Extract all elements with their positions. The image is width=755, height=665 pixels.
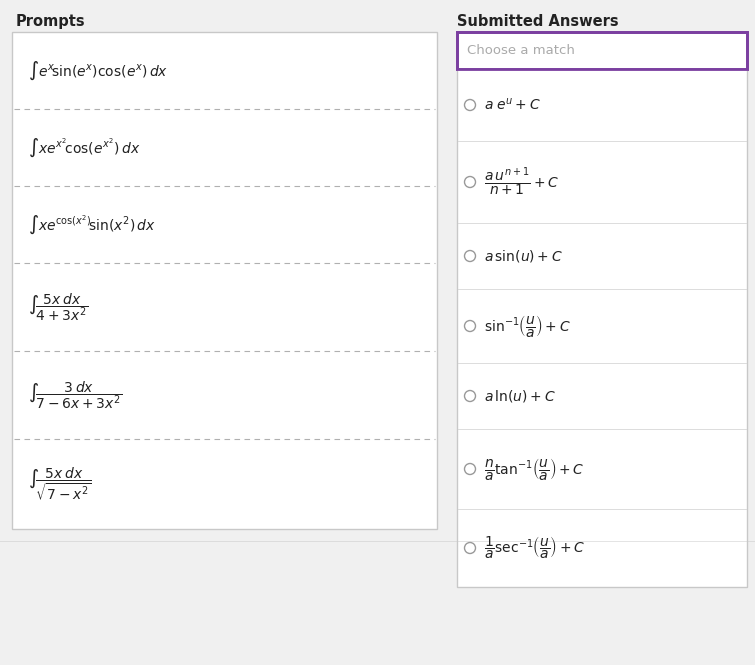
Text: $\int e^x\!\sin(e^x)\cos(e^x)\,dx$: $\int e^x\!\sin(e^x)\cos(e^x)\,dx$ [28,59,168,82]
FancyBboxPatch shape [12,32,437,529]
Text: $\int\!\dfrac{5x\,dx}{4+3x^2}$: $\int\!\dfrac{5x\,dx}{4+3x^2}$ [28,291,88,323]
Text: Choose a match: Choose a match [467,44,575,57]
Text: $\int\!\dfrac{3\,dx}{7-6x+3x^2}$: $\int\!\dfrac{3\,dx}{7-6x+3x^2}$ [28,379,122,411]
Text: Prompts: Prompts [16,14,85,29]
Text: Submitted Answers: Submitted Answers [457,14,618,29]
Text: $\dfrac{n}{a}\tan^{-1}\!\left(\dfrac{u}{a}\right) + C$: $\dfrac{n}{a}\tan^{-1}\!\left(\dfrac{u}{… [484,456,584,482]
Text: $\int xe^{\cos(x^2)}\!\sin(x^2)\,dx$: $\int xe^{\cos(x^2)}\!\sin(x^2)\,dx$ [28,213,156,235]
Text: $\int\!\dfrac{5x\,dx}{\sqrt{7-x^2}}$: $\int\!\dfrac{5x\,dx}{\sqrt{7-x^2}}$ [28,465,92,502]
FancyBboxPatch shape [457,69,747,587]
Text: $a\,\ln(u) + C$: $a\,\ln(u) + C$ [484,388,556,404]
Text: $\sin^{-1}\!\left(\dfrac{u}{a}\right) + C$: $\sin^{-1}\!\left(\dfrac{u}{a}\right) + … [484,313,571,339]
Text: $a\,\sin(u) + C$: $a\,\sin(u) + C$ [484,248,563,264]
Text: $\int xe^{x^2}\!\cos(e^{x^2})\,dx$: $\int xe^{x^2}\!\cos(e^{x^2})\,dx$ [28,136,140,159]
Text: $a\;e^u + C$: $a\;e^u + C$ [484,97,541,113]
Text: $\dfrac{1}{a}\sec^{-1}\!\left(\dfrac{u}{a}\right) + C$: $\dfrac{1}{a}\sec^{-1}\!\left(\dfrac{u}{… [484,535,585,561]
Text: $\dfrac{a\,u^{n+1}}{n+1} + C$: $\dfrac{a\,u^{n+1}}{n+1} + C$ [484,166,559,198]
FancyBboxPatch shape [457,32,747,69]
